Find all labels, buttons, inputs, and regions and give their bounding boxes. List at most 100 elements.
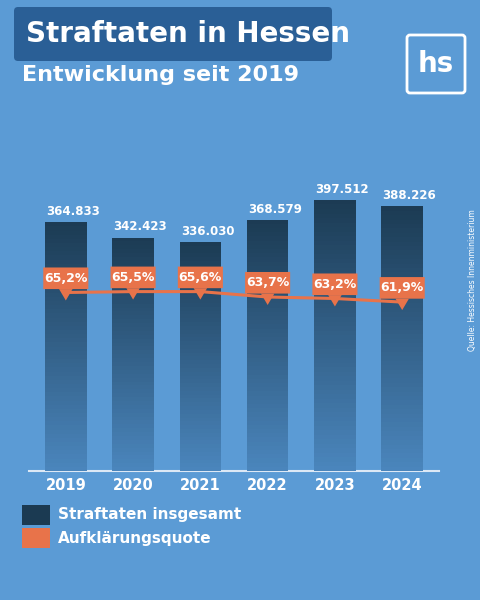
- Bar: [381, 242, 423, 246]
- Bar: [381, 454, 423, 458]
- Bar: [381, 268, 423, 272]
- Bar: [381, 361, 423, 365]
- Bar: [45, 313, 87, 317]
- Bar: [381, 400, 423, 405]
- Bar: [112, 377, 154, 382]
- Bar: [180, 314, 221, 318]
- Bar: [381, 224, 423, 229]
- Bar: [45, 442, 87, 446]
- Bar: [112, 316, 154, 319]
- Bar: [381, 281, 423, 286]
- Bar: [180, 261, 221, 265]
- Bar: [381, 330, 423, 334]
- Bar: [45, 409, 87, 413]
- Bar: [314, 353, 356, 358]
- Bar: [112, 455, 154, 460]
- Bar: [247, 224, 288, 228]
- Bar: [381, 325, 423, 330]
- Bar: [247, 320, 288, 325]
- Bar: [112, 401, 154, 405]
- Bar: [247, 421, 288, 425]
- Bar: [247, 463, 288, 467]
- Bar: [112, 272, 154, 277]
- Bar: [247, 274, 288, 278]
- Bar: [314, 223, 356, 227]
- Bar: [180, 433, 221, 437]
- Bar: [112, 452, 154, 455]
- Bar: [180, 444, 221, 448]
- Bar: [112, 238, 154, 241]
- Bar: [112, 424, 154, 428]
- Bar: [180, 429, 221, 433]
- Bar: [381, 229, 423, 233]
- Bar: [247, 454, 288, 458]
- Bar: [180, 345, 221, 349]
- Bar: [247, 433, 288, 437]
- Bar: [112, 467, 154, 471]
- Bar: [247, 408, 288, 412]
- Bar: [180, 337, 221, 341]
- Bar: [247, 304, 288, 308]
- Bar: [247, 245, 288, 249]
- Bar: [247, 287, 288, 291]
- Bar: [381, 396, 423, 400]
- Polygon shape: [396, 299, 409, 310]
- Bar: [180, 311, 221, 314]
- Bar: [180, 322, 221, 326]
- Bar: [180, 460, 221, 463]
- Bar: [381, 365, 423, 370]
- Bar: [112, 362, 154, 366]
- FancyBboxPatch shape: [22, 505, 50, 525]
- FancyBboxPatch shape: [22, 528, 50, 548]
- Bar: [247, 404, 288, 408]
- Bar: [314, 408, 356, 412]
- Bar: [247, 220, 288, 224]
- Bar: [247, 362, 288, 366]
- Bar: [45, 264, 87, 268]
- Bar: [247, 442, 288, 446]
- Bar: [247, 391, 288, 395]
- Bar: [247, 283, 288, 287]
- Bar: [314, 358, 356, 362]
- Bar: [314, 439, 356, 444]
- Bar: [180, 414, 221, 418]
- Bar: [247, 312, 288, 316]
- Bar: [45, 293, 87, 297]
- Bar: [45, 446, 87, 450]
- Text: 397.512: 397.512: [315, 183, 369, 196]
- Bar: [314, 205, 356, 209]
- Bar: [381, 392, 423, 396]
- Bar: [112, 358, 154, 362]
- Bar: [381, 237, 423, 242]
- Bar: [381, 370, 423, 374]
- Bar: [247, 266, 288, 270]
- Bar: [314, 227, 356, 232]
- Bar: [314, 344, 356, 349]
- Bar: [314, 259, 356, 263]
- Bar: [112, 335, 154, 339]
- Bar: [112, 308, 154, 311]
- Bar: [381, 263, 423, 268]
- Bar: [45, 226, 87, 230]
- Bar: [45, 430, 87, 434]
- Bar: [45, 305, 87, 310]
- Bar: [112, 366, 154, 370]
- Bar: [45, 413, 87, 417]
- Bar: [180, 379, 221, 383]
- Bar: [314, 326, 356, 331]
- Bar: [381, 440, 423, 445]
- Text: 65,5%: 65,5%: [111, 271, 155, 284]
- Bar: [45, 421, 87, 425]
- Bar: [112, 405, 154, 409]
- Bar: [381, 211, 423, 215]
- Bar: [381, 250, 423, 255]
- Bar: [112, 323, 154, 327]
- Bar: [381, 462, 423, 467]
- Bar: [180, 299, 221, 303]
- Bar: [112, 374, 154, 377]
- Bar: [314, 399, 356, 403]
- Bar: [247, 329, 288, 333]
- Bar: [314, 331, 356, 335]
- Text: Straftaten in Hessen: Straftaten in Hessen: [26, 20, 350, 48]
- Bar: [180, 250, 221, 253]
